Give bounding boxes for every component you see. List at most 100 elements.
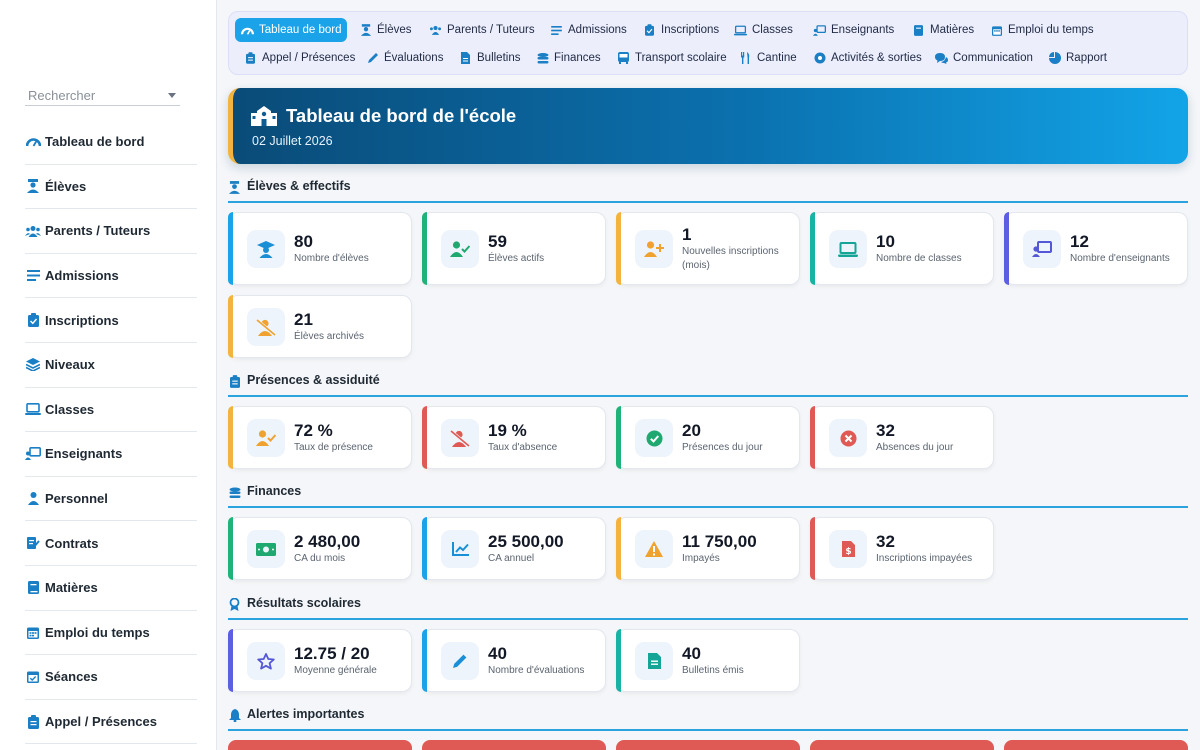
student-icon — [359, 24, 372, 37]
section-header-presences: Présences & assiduité — [228, 373, 1188, 397]
search-select[interactable]: Rechercher — [25, 85, 180, 106]
alert-card[interactable] — [228, 740, 412, 750]
file-invoice-dollar-icon: $ — [829, 530, 867, 568]
card-accent — [422, 406, 427, 469]
stat-value: 1 — [682, 225, 692, 244]
sidebar-item-niveaux[interactable]: Niveaux — [25, 343, 197, 388]
card-accent — [228, 517, 233, 580]
stat-card-nombre-evaluations: 40 Nombre d'évaluations — [422, 629, 606, 692]
alert-card[interactable] — [422, 740, 606, 750]
clipboard-list-icon — [25, 714, 41, 730]
ball-icon — [813, 52, 826, 65]
section-title: Élèves & effectifs — [247, 179, 351, 193]
stat-value: 21 — [294, 310, 313, 329]
tab-matieres[interactable]: Matières — [906, 18, 980, 42]
stat-card-inscriptions-impayees: $ 32 Inscriptions impayées — [810, 517, 994, 580]
sidebar-item-inscriptions[interactable]: Inscriptions — [25, 298, 197, 343]
tab-label: Communication — [953, 52, 1033, 64]
tab-label: Élèves — [377, 24, 412, 36]
user-plus-icon — [635, 230, 673, 268]
tab-classes[interactable]: Classes — [728, 18, 799, 42]
teacher-icon — [1023, 230, 1061, 268]
calendar-icon — [25, 624, 41, 640]
card-accent — [422, 517, 427, 580]
section-header-eleves: Élèves & effectifs — [228, 179, 1188, 203]
award-icon — [228, 598, 241, 611]
stat-value: 2 480,00 — [294, 532, 361, 551]
tab-tableau-de-bord[interactable]: Tableau de bord — [235, 18, 348, 42]
stat-label: Nombre d'élèves — [294, 253, 369, 264]
tab-label: Inscriptions — [661, 24, 720, 36]
stat-card-presences-jour: 20 Présences du jour — [616, 406, 800, 469]
tab-label: Matières — [930, 24, 975, 36]
tab-parents[interactable]: Parents / Tuteurs — [423, 18, 541, 42]
stat-card-bulletins-emis: 40 Bulletins émis — [616, 629, 800, 692]
tab-rapport[interactable]: Rapport — [1042, 46, 1113, 70]
tab-label: Classes — [752, 24, 793, 36]
stat-label: Nouvelles inscriptions (mois) — [682, 246, 779, 271]
sidebar-item-label: Admissions — [45, 268, 119, 284]
tab-transport-scolaire[interactable]: Transport scolaire — [611, 46, 733, 70]
laptop-icon — [25, 401, 41, 417]
sidebar-item-matieres[interactable]: Matières — [25, 566, 197, 611]
tab-label: Finances — [554, 52, 601, 64]
bell-icon — [228, 709, 241, 722]
tab-inscriptions[interactable]: Inscriptions — [637, 18, 725, 42]
section-header-resultats: Résultats scolaires — [228, 596, 1188, 620]
clipboard-list-icon — [228, 375, 241, 388]
stat-label: CA du mois — [294, 553, 346, 564]
alert-card[interactable] — [616, 740, 800, 750]
sidebar-item-enseignants[interactable]: Enseignants — [25, 432, 197, 477]
sidebar-item-personnel[interactable]: Personnel — [25, 477, 197, 522]
pencil-icon — [366, 52, 379, 65]
sidebar-item-classes[interactable]: Classes — [25, 388, 197, 433]
tab-enseignants[interactable]: Enseignants — [807, 18, 900, 42]
tab-cantine[interactable]: Cantine — [733, 46, 803, 70]
stat-value: 32 — [876, 421, 895, 440]
sidebar-item-seances[interactable]: Séances — [25, 655, 197, 700]
tab-bulletins[interactable]: Bulletins — [453, 46, 526, 70]
sidebar-item-eleves[interactable]: Élèves — [25, 165, 197, 210]
chart-line-icon — [441, 530, 479, 568]
sidebar-item-dashboard[interactable]: Tableau de bord — [25, 120, 197, 165]
sidebar-item-label: Niveaux — [45, 357, 95, 373]
sidebar-item-appel[interactable]: Appel / Présences — [25, 700, 197, 745]
alert-card[interactable] — [810, 740, 994, 750]
check-circle-icon — [635, 419, 673, 457]
tab-emploi-du-temps[interactable]: Emploi du temps — [984, 18, 1100, 42]
sidebar-item-label: Inscriptions — [45, 312, 119, 328]
tab-admissions[interactable]: Admissions — [544, 18, 633, 42]
stat-label: Élèves archivés — [294, 331, 365, 342]
stat-value: 11 750,00 — [682, 532, 757, 551]
tab-finances[interactable]: Finances — [530, 46, 607, 70]
card-accent — [616, 629, 621, 692]
stat-card-nombre-eleves: 80 Nombre d'élèves — [228, 212, 412, 285]
tab-label: Parents / Tuteurs — [447, 24, 535, 36]
tab-communication[interactable]: Communication — [929, 46, 1039, 70]
calendar-icon — [990, 24, 1003, 37]
sidebar-item-admissions[interactable]: Admissions — [25, 254, 197, 299]
tab-eleves[interactable]: Élèves — [353, 18, 418, 42]
clipboard-list-icon — [244, 52, 257, 65]
users-icon — [25, 223, 41, 239]
stat-value: 59 — [488, 232, 507, 251]
tab-appel-presences[interactable]: Appel / Présences — [238, 46, 361, 70]
sidebar-item-contrats[interactable]: Contrats — [25, 521, 197, 566]
stat-value: 12.75 / 20 — [294, 644, 370, 663]
tab-activites-sorties[interactable]: Activités & sorties — [807, 46, 928, 70]
stat-card-ca-mois: 2 480,00 CA du mois — [228, 517, 412, 580]
book-icon — [25, 580, 41, 596]
alert-card[interactable] — [1004, 740, 1188, 750]
teacher-icon — [813, 24, 826, 37]
tab-evaluations[interactable]: Évaluations — [360, 46, 449, 70]
card-accent — [1004, 212, 1009, 285]
times-circle-icon — [829, 419, 867, 457]
stat-label: Absences du jour — [876, 442, 954, 453]
sidebar-item-emploi-du-temps[interactable]: Emploi du temps — [25, 611, 197, 656]
dashboard-icon — [25, 134, 41, 150]
stat-value: 10 — [876, 232, 895, 251]
card-accent — [228, 629, 233, 692]
sidebar-item-parents[interactable]: Parents / Tuteurs — [25, 209, 197, 254]
signature-icon — [25, 535, 41, 551]
users-icon — [429, 24, 442, 37]
